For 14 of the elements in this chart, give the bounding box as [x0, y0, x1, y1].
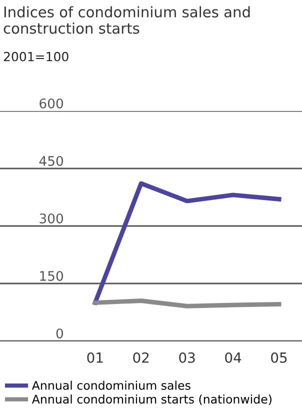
chart-title: Indices of condominium sales and construction starts [4, 6, 250, 34]
y-tick-label: 0 [56, 328, 64, 338]
x-tick-label: 01 [87, 352, 103, 363]
x-tick-label: 04 [225, 352, 242, 363]
legend-label: Annual condominium sales [32, 380, 190, 390]
x-tick-label: 05 [271, 352, 287, 363]
y-axis-title: 2001=100 [4, 52, 68, 62]
y-tick-label: 150 [40, 270, 64, 281]
x-tick-label: 02 [133, 352, 149, 363]
x-tick-label: 03 [179, 352, 195, 363]
y-tick-label: 450 [39, 156, 64, 166]
y-tick-label: 600 [40, 98, 64, 108]
legend-label: Annual condominium starts (nationwide) [32, 394, 272, 406]
y-tick-label: 300 [40, 213, 64, 224]
